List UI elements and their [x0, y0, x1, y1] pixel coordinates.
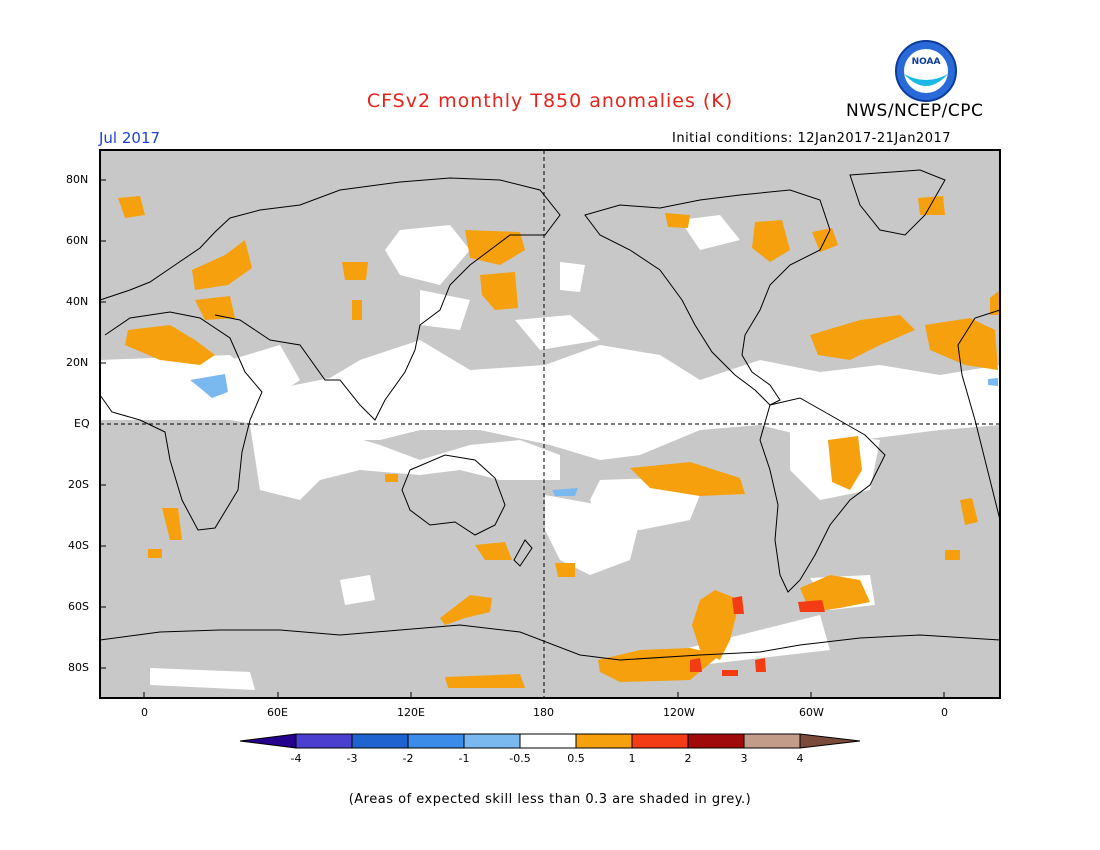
- noaa-logo: NOAA: [895, 40, 957, 102]
- lat-label-20s: 20S: [68, 478, 89, 491]
- lat-label-20n: 20N: [66, 356, 89, 369]
- lon-label-0-west: 0: [141, 706, 148, 719]
- colorbar-end-low: [240, 734, 296, 748]
- colorbar-label-minus4: -4: [290, 752, 302, 765]
- colorbar-swatch-2: [352, 734, 408, 748]
- colorbar-end-high: [800, 734, 860, 748]
- lon-label-120w: 120W: [663, 706, 695, 719]
- strong-positive-anomaly-regions: [690, 596, 825, 676]
- colorbar: [239, 733, 861, 749]
- colorbar-swatch-1: [296, 734, 352, 748]
- colorbar-swatch-7: [632, 734, 688, 748]
- colorbar-label-minus0-5: -0.5: [509, 752, 531, 765]
- lat-label-80n: 80N: [66, 173, 89, 186]
- colorbar-label-4: 4: [796, 752, 804, 765]
- lat-label-40n: 40N: [66, 295, 89, 308]
- colorbar-label-minus2: -2: [402, 752, 414, 765]
- logo-text: NOAA: [912, 57, 941, 67]
- lat-label-60s: 60S: [68, 600, 89, 613]
- colorbar-swatch-6: [576, 734, 632, 748]
- map-title: CFSv2 monthly T850 anomalies (K): [366, 90, 734, 112]
- colorbar-label-2: 2: [684, 752, 692, 765]
- lon-label-0-east: 0: [941, 706, 948, 719]
- map-frame: [99, 149, 1001, 699]
- colorbar-swatch-5: [520, 734, 576, 748]
- colorbar-label-1: 1: [628, 752, 636, 765]
- coastlines: [99, 169, 1001, 661]
- skill-footnote: (Areas of expected skill less than 0.3 a…: [348, 792, 752, 807]
- axis-ticks: [100, 179, 945, 698]
- colorbar-label-0-5: 0.5: [567, 752, 585, 765]
- colorbar-swatch-8: [688, 734, 744, 748]
- lon-label-120e: 120E: [397, 706, 425, 719]
- lat-label-40s: 40S: [68, 539, 89, 552]
- colorbar-swatch-4: [464, 734, 520, 748]
- colorbar-label-3: 3: [740, 752, 748, 765]
- colorbar-swatch-3: [408, 734, 464, 748]
- colorbar-label-minus3: -3: [346, 752, 358, 765]
- colorbar-label-minus1: -1: [458, 752, 470, 765]
- lat-label-eq: EQ: [74, 417, 90, 430]
- lon-label-60w: 60W: [799, 706, 824, 719]
- lat-label-60n: 60N: [66, 234, 89, 247]
- initial-conditions: Initial conditions: 12Jan2017-21Jan2017: [672, 131, 952, 146]
- lat-label-80s: 80S: [68, 661, 89, 674]
- colorbar-swatch-9: [744, 734, 800, 748]
- negative-anomaly-regions: [190, 374, 998, 496]
- lon-label-60e: 60E: [267, 706, 288, 719]
- forecast-month: Jul 2017: [99, 129, 161, 147]
- organization-label: NWS/NCEP/CPC: [846, 101, 984, 121]
- lon-label-180: 180: [533, 706, 554, 719]
